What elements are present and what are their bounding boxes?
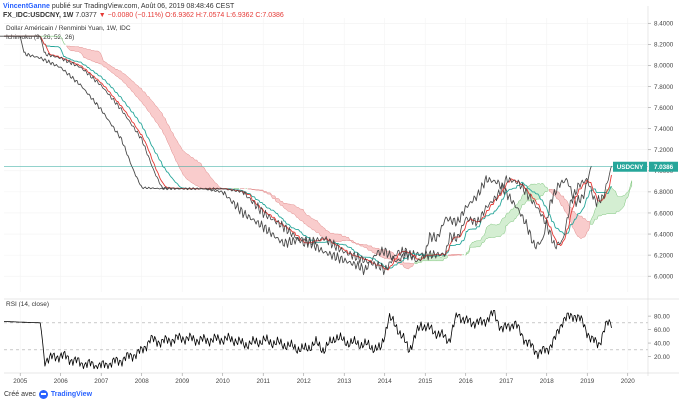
y-tick-label: 6.0000	[654, 273, 674, 280]
x-tick-label: 2008	[135, 378, 150, 385]
x-tick-label: 2017	[499, 378, 514, 385]
y-tick-label: 7.4000	[654, 126, 674, 133]
cloud-edge	[549, 189, 590, 239]
tenkan-line	[4, 35, 612, 271]
footer: Créé avec TradingView	[4, 390, 92, 399]
y-tick-label: 6.2000	[654, 252, 674, 259]
last-price: 7.0377	[75, 12, 97, 19]
price-tag: USDCNY 7.0386	[613, 161, 678, 172]
cloud-bull	[24, 36, 66, 45]
price-tag-value: 7.0386	[654, 164, 674, 171]
x-tick-label: 2012	[297, 378, 312, 385]
ohlc-values: O:6.9362 H:7.0574 L:6.9362 C:7.0386	[165, 12, 284, 19]
y-tick-label: 6.4000	[654, 231, 674, 238]
rsi-tick-label: 40.00	[654, 340, 670, 347]
y-tick-label: 8.0000	[654, 63, 674, 70]
x-tick-label: 2005	[13, 378, 28, 385]
y-tick-label: 6.8000	[654, 189, 674, 196]
publish-date: publié sur TradingView.com, Août 06, 201…	[51, 3, 235, 10]
rsi-grid	[4, 306, 648, 370]
main-grid	[4, 18, 648, 292]
cloud-bear	[66, 45, 233, 189]
rsi-tick-label: 20.00	[654, 354, 670, 361]
x-tick-label: 2016	[459, 378, 474, 385]
tradingview-logo-icon	[38, 390, 48, 399]
rsi-tick-label: 80.00	[654, 313, 670, 320]
created-with: Créé avec	[4, 391, 36, 398]
tradingview-brand[interactable]: TradingView	[50, 391, 93, 398]
x-tick-label: 2015	[418, 378, 433, 385]
lagging-span-line	[0, 35, 592, 276]
price-tag-symbol: USDCNY	[617, 164, 644, 171]
cloud-bear	[448, 254, 462, 256]
x-tick-label: 2018	[540, 378, 555, 385]
price-tag-symbol-bg	[613, 161, 647, 172]
symbol-info: FX_IDC:USDCNY, 1W 7.0377 ▼ −0.0080 (−0.1…	[3, 11, 284, 20]
kijun-line	[4, 35, 612, 269]
publish-info: VincentGanne publié sur TradingView.com,…	[3, 2, 284, 11]
y-tick-label: 8.2000	[654, 42, 674, 49]
y-tick-label: 8.4000	[654, 21, 674, 28]
cloud-bull	[590, 180, 632, 225]
down-arrow-icon: ▼	[98, 12, 106, 19]
symbol-label: FX_IDC:USDCNY, 1W	[3, 12, 74, 19]
price-change: −0.0080 (−0.11%)	[107, 12, 164, 19]
y-tick-label: 6.6000	[654, 210, 674, 217]
x-tick-label: 2011	[256, 378, 270, 385]
cloud-edge	[66, 45, 233, 190]
x-tick-label: 2013	[337, 378, 352, 385]
y-tick-label: 7.8000	[654, 84, 674, 91]
x-tick-label: 2020	[621, 378, 636, 385]
cloud-edge	[448, 254, 462, 257]
chart-header: VincentGanne publié sur TradingView.com,…	[3, 2, 284, 20]
rsi-line	[4, 309, 612, 370]
cloud-bear	[247, 188, 414, 269]
author-link[interactable]: VincentGanne	[3, 3, 50, 10]
cloud-bear	[549, 189, 590, 239]
x-tick-label: 2019	[580, 378, 595, 385]
x-tick-label: 2010	[216, 378, 231, 385]
cloud-edge	[414, 253, 448, 264]
pair-title: Dollar Américain / Renminbi Yuan, 1W, ID…	[6, 25, 131, 32]
y-tick-label: 7.2000	[654, 147, 674, 154]
x-tick-label: 2009	[175, 378, 190, 385]
y-tick-label: 7.6000	[654, 105, 674, 112]
cloud-edge	[247, 188, 414, 270]
rsi-tick-label: 60.00	[654, 327, 670, 334]
price-line	[4, 35, 612, 276]
price-tag-value-bg	[649, 161, 678, 172]
main-plot	[0, 35, 648, 276]
rsi-plot	[4, 309, 612, 370]
x-tick-label: 2007	[94, 378, 109, 385]
axes: 6.00006.20006.40006.60006.80007.00007.20…	[4, 6, 679, 385]
cloud-edge	[465, 183, 549, 257]
cloud-bull	[465, 183, 549, 256]
cloud-edge	[24, 35, 66, 45]
rsi-label: RSI (14, close)	[6, 301, 49, 308]
x-tick-label: 2006	[54, 378, 69, 385]
x-tick-label: 2014	[378, 378, 393, 385]
